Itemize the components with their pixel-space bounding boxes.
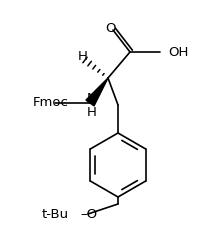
Polygon shape — [86, 78, 108, 106]
Text: OH: OH — [168, 45, 188, 59]
Text: N: N — [87, 91, 97, 104]
Text: H: H — [78, 50, 88, 64]
Text: Fmoc: Fmoc — [33, 96, 69, 109]
Text: –O: –O — [80, 207, 97, 220]
Text: H: H — [87, 106, 97, 118]
Text: t-Bu: t-Bu — [42, 207, 69, 220]
Text: O: O — [106, 22, 116, 35]
